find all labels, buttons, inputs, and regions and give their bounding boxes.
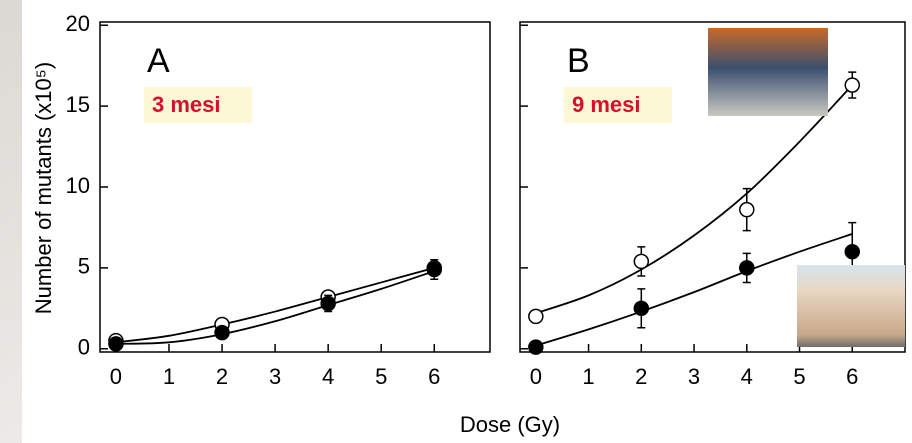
plots: 0 5 10 15 20 0 1 2 3 4 5 6 A 3 mesi 0 1 2 3 4 5 6 B 9 mesi <box>66 11 906 389</box>
y-tick-label: 20 <box>66 11 90 36</box>
data-point <box>528 308 544 325</box>
x-tick-label: 1 <box>582 364 594 389</box>
fit-curve <box>535 84 853 315</box>
x-axis-label: Dose (Gy) <box>460 412 560 437</box>
x-tick-label: 4 <box>322 364 334 389</box>
panel-label: A <box>147 42 170 80</box>
y-tick-label: 15 <box>66 92 90 117</box>
x-tick-label: 2 <box>635 364 647 389</box>
data-point <box>844 243 861 260</box>
x-tick-label: 3 <box>688 364 700 389</box>
x-tick-label: 0 <box>530 364 542 389</box>
fit-curve <box>535 233 853 347</box>
x-tick-label: 2 <box>216 364 228 389</box>
x-tick-label: 3 <box>269 364 281 389</box>
y-tick-label: 5 <box>78 254 90 279</box>
x-tick-label: 4 <box>741 364 753 389</box>
y-axis-label: Number of mutants (x10⁵) <box>31 62 56 314</box>
panel-label: B <box>567 42 590 80</box>
data-point <box>739 201 755 218</box>
x-tick-label: 1 <box>163 364 175 389</box>
data-point <box>108 336 124 352</box>
subtitle: 3 mesi <box>152 92 221 117</box>
data-point <box>633 253 650 270</box>
photo <box>708 28 828 116</box>
data-point <box>320 295 336 312</box>
data-point <box>528 339 544 355</box>
y-tick-label: 0 <box>78 335 90 360</box>
y-tick-label: 10 <box>66 173 90 198</box>
data-point <box>426 261 443 278</box>
subtitle: 9 mesi <box>572 92 641 117</box>
fit-curve <box>115 270 435 345</box>
x-tick-label: 5 <box>375 364 387 389</box>
x-tick-label: 6 <box>428 364 440 389</box>
x-tick-label: 5 <box>793 364 805 389</box>
data-point <box>739 260 755 276</box>
data-point <box>214 324 230 341</box>
subtitle-box <box>564 87 672 123</box>
photo <box>797 265 905 347</box>
x-tick-label: 0 <box>110 364 122 389</box>
fit-curve <box>115 267 435 344</box>
subtitle-box <box>144 87 252 123</box>
data-point <box>633 300 650 317</box>
data-point <box>844 77 861 93</box>
x-tick-label: 6 <box>846 364 858 389</box>
